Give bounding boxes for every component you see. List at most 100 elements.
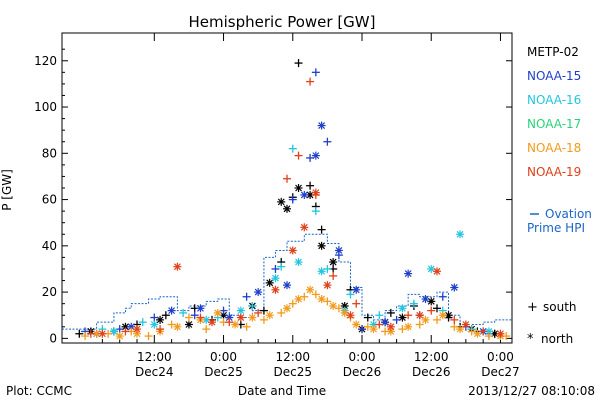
- x-tick-label-date: Dec27: [481, 365, 520, 379]
- star-d2: [312, 152, 320, 160]
- noaa-19-south-point: [86, 329, 95, 338]
- x-tick-label-date: Dec25: [204, 365, 243, 379]
- star-d2: [277, 198, 285, 206]
- noaa-19-south-point: [375, 320, 384, 329]
- star-d2: [168, 307, 176, 315]
- legend-north-label: north: [541, 332, 573, 346]
- star-d2: [173, 323, 181, 331]
- noaa-15-north-point: [196, 304, 205, 313]
- star-d2: [306, 286, 314, 294]
- noaa-18-north-point: [421, 315, 430, 324]
- noaa-19-south-point: [121, 327, 130, 336]
- y-tick-label: 60: [42, 193, 57, 207]
- noaa-19-north-point: [386, 322, 395, 331]
- noaa-15-south-point: [323, 137, 332, 146]
- noaa-15-north-point: [421, 295, 430, 304]
- noaa-19-south-point: [450, 315, 459, 324]
- star-d2: [416, 311, 424, 319]
- noaa-18-north-point: [265, 311, 274, 320]
- noaa-18-south-point: [81, 332, 90, 341]
- star-d2: [237, 307, 245, 315]
- star-d2: [445, 311, 452, 319]
- legend-south-symbol: +: [527, 300, 538, 315]
- chart-title: Hemispheric Power [GW]: [189, 13, 376, 31]
- star-d2: [197, 304, 204, 312]
- star-d2: [202, 316, 210, 324]
- metp-02-south-point: [161, 311, 170, 320]
- noaa-18-north-point: [173, 322, 182, 331]
- noaa-15-south-point: [150, 313, 159, 322]
- noaa-18-north-point: [317, 295, 326, 304]
- noaa-15-south-point: [271, 264, 280, 273]
- noaa-18-south-point: [242, 322, 251, 331]
- ovation-prime-hpi-line: [62, 233, 512, 330]
- star-d2: [433, 267, 441, 275]
- star-d2: [318, 242, 326, 250]
- noaa-19-north-point: [236, 313, 245, 322]
- noaa-18-south-point: [433, 315, 441, 324]
- star-d2: [289, 247, 297, 254]
- noaa-19-south-point: [196, 313, 205, 322]
- star-d2: [98, 330, 106, 338]
- noaa-15-south-point: [288, 195, 297, 204]
- noaa-15-north-point: [300, 190, 309, 199]
- noaa-19-south-point: [479, 327, 488, 336]
- star-d2: [254, 288, 262, 296]
- star-d2: [398, 304, 406, 312]
- y-tick-label: 80: [42, 146, 57, 160]
- noaa-15-north-point: [334, 246, 343, 255]
- noaa-16-north-point: [456, 230, 465, 239]
- y-tick-label: 0: [49, 331, 57, 345]
- noaa-19-north-point: [133, 325, 141, 334]
- noaa-19-north-point: [98, 329, 107, 338]
- star-d2: [283, 304, 291, 312]
- star-d2: [341, 309, 349, 317]
- noaa-15-north-point: [352, 285, 361, 294]
- noaa-16-north-point: [294, 258, 303, 267]
- legend-south-label: south: [543, 300, 577, 314]
- star-d2: [427, 265, 435, 273]
- noaa-19-south-point: [306, 77, 315, 86]
- x-tick-label-time: 12:00: [275, 350, 310, 364]
- legend-entry-noaa-17: NOAA-17: [527, 117, 581, 131]
- noaa-15-south-point: [358, 325, 366, 334]
- star-d2: [422, 316, 429, 324]
- star-d2: [335, 247, 343, 254]
- noaa-16-south-point: [138, 318, 147, 327]
- x-axis-label: Date and Time: [238, 384, 326, 398]
- noaa-19-north-point: [311, 188, 320, 197]
- x-tick-label-time: 0:00: [349, 350, 376, 364]
- noaa-19-south-point: [156, 325, 165, 334]
- noaa-15-south-point: [190, 311, 199, 320]
- metp-02-south-point: [317, 225, 326, 234]
- star-d2: [347, 311, 354, 319]
- y-tick-label: 120: [34, 54, 57, 68]
- star-d2: [422, 295, 429, 303]
- noaa-18-north-point: [306, 285, 315, 294]
- x-tick-label-time: 12:00: [414, 350, 449, 364]
- noaa-16-south-point: [375, 311, 384, 320]
- noaa-19-north-point: [323, 281, 332, 290]
- noaa-19-north-point: [346, 311, 355, 320]
- noaa-15-north-point: [404, 269, 413, 278]
- star-d2: [456, 230, 464, 238]
- noaa-15-north-point: [317, 121, 326, 130]
- x-tick-label-time: 0:00: [210, 350, 237, 364]
- star-d2: [208, 318, 216, 326]
- star-d2: [300, 223, 308, 231]
- noaa-15-south-point: [438, 292, 447, 301]
- legend: METP-02 NOAA-15 NOAA-16 NOAA-17 NOAA-18 NOAA-…: [527, 45, 592, 347]
- noaa-19-north-point: [433, 267, 441, 276]
- noaa-16-south-point: [346, 290, 355, 299]
- noaa-16-north-point: [398, 304, 407, 313]
- noaa-18-south-point: [415, 320, 424, 329]
- star-d2: [456, 325, 464, 333]
- plot-credit: Plot: CCMC: [6, 384, 72, 398]
- star-d2: [156, 316, 164, 324]
- star-d2: [485, 328, 493, 335]
- star-d2: [404, 270, 412, 278]
- star-d2: [352, 286, 360, 294]
- metp-02-south-point: [259, 306, 268, 315]
- legend-ovation-label-2: Prime HPI: [527, 221, 585, 235]
- star-d2: [295, 184, 302, 192]
